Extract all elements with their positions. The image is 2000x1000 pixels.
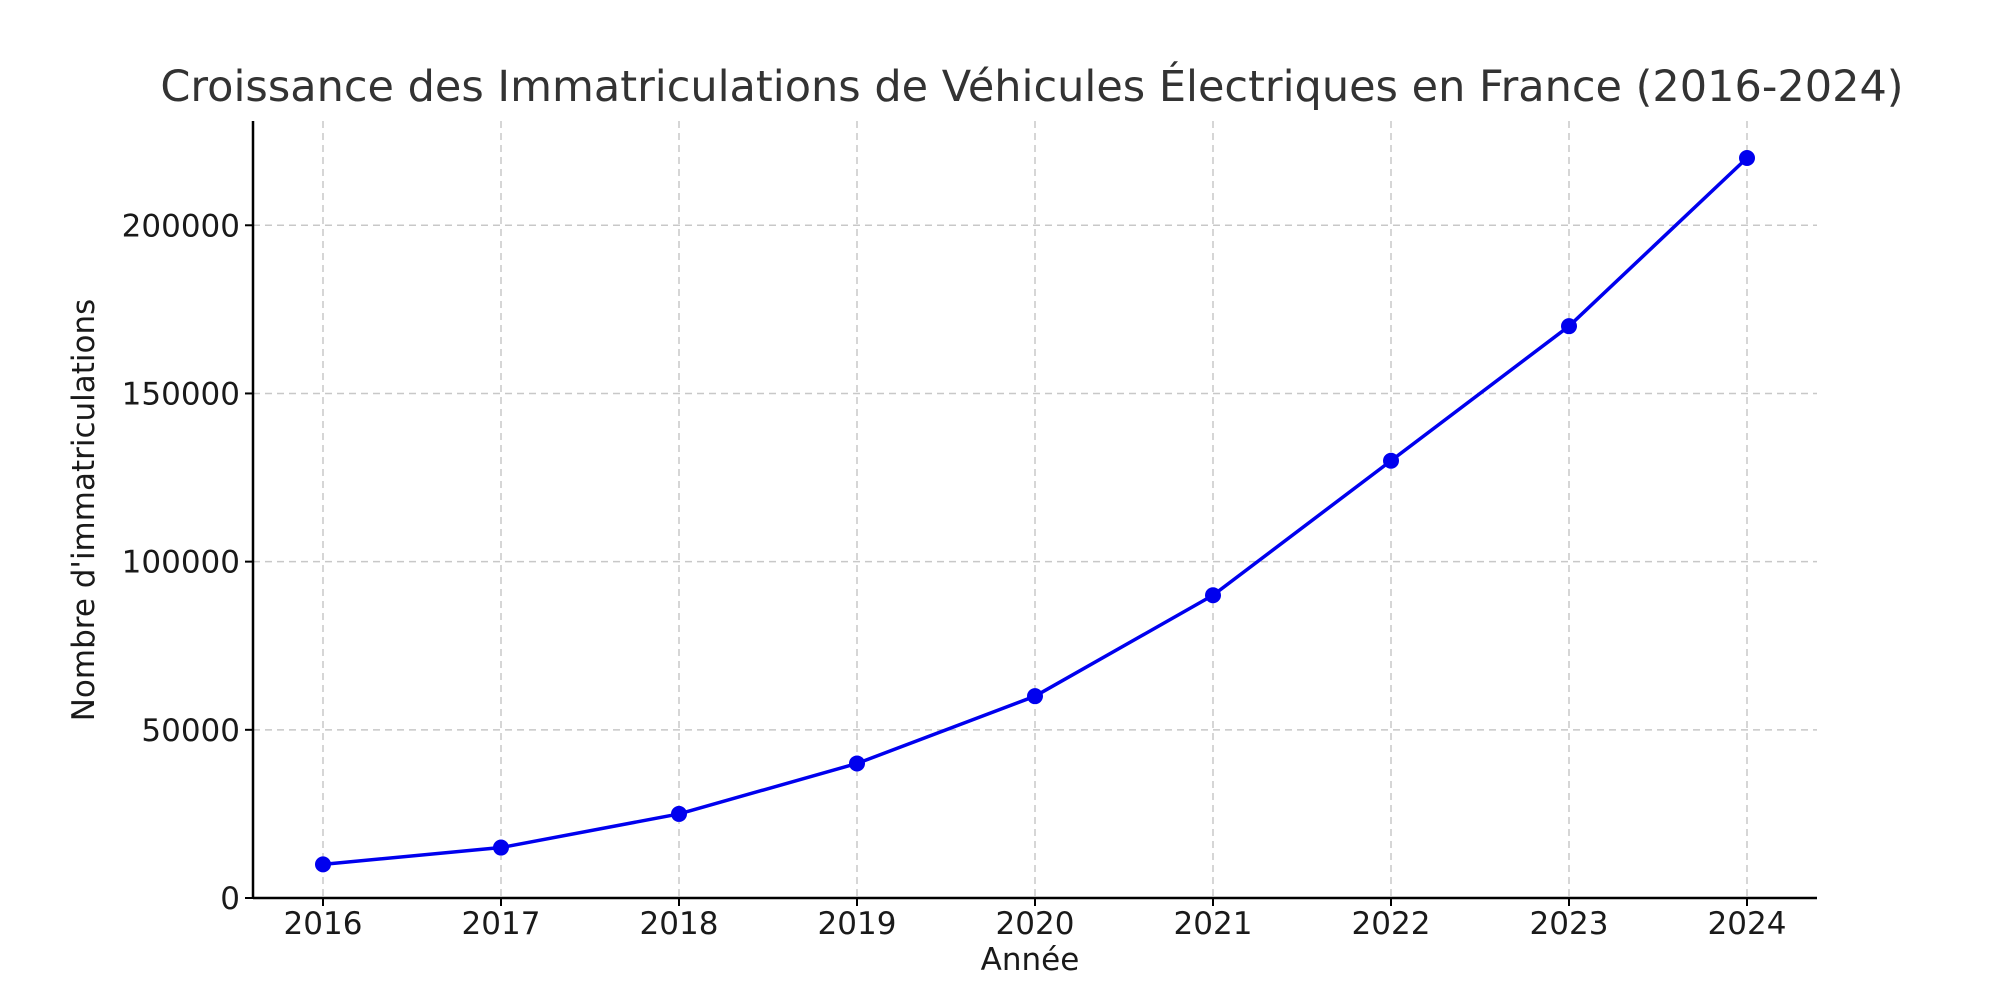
series <box>315 150 1755 873</box>
x-tick-label: 2019 <box>818 906 897 942</box>
x-tick-label: 2024 <box>1708 906 1787 942</box>
x-tick-label: 2020 <box>996 906 1075 942</box>
data-point <box>671 805 687 822</box>
x-tick-label: 2022 <box>1352 906 1431 942</box>
data-point <box>315 856 331 873</box>
x-axis-label: Année <box>981 942 1080 978</box>
y-tick-label: 50000 <box>141 713 240 749</box>
x-tick-label: 2016 <box>284 906 363 942</box>
x-axis-ticks: 2016 2017 2018 2019 2020 2021 2022 2023 2024 <box>284 898 1787 942</box>
y-tick-label: 0 <box>220 881 240 917</box>
data-point <box>1561 318 1577 335</box>
y-tick-label: 200000 <box>122 208 240 244</box>
y-tick-label: 150000 <box>122 376 240 412</box>
data-point <box>1205 587 1221 604</box>
data-point <box>849 755 865 772</box>
data-point <box>1739 150 1755 166</box>
x-tick-label: 2017 <box>462 906 541 942</box>
chart-title: Croissance des Immatriculations de Véhic… <box>160 61 1903 112</box>
data-point <box>1383 452 1399 469</box>
data-point <box>1027 688 1043 705</box>
y-axis-ticks: 0 50000 100000 150000 200000 <box>122 208 253 917</box>
y-tick-label: 100000 <box>122 545 240 581</box>
x-tick-label: 2021 <box>1174 906 1253 942</box>
x-tick-label: 2023 <box>1530 906 1609 942</box>
data-point <box>493 839 509 856</box>
y-axis-label: Nombre d'immatriculations <box>66 299 102 722</box>
grid <box>253 121 1817 898</box>
x-tick-label: 2018 <box>640 906 719 942</box>
